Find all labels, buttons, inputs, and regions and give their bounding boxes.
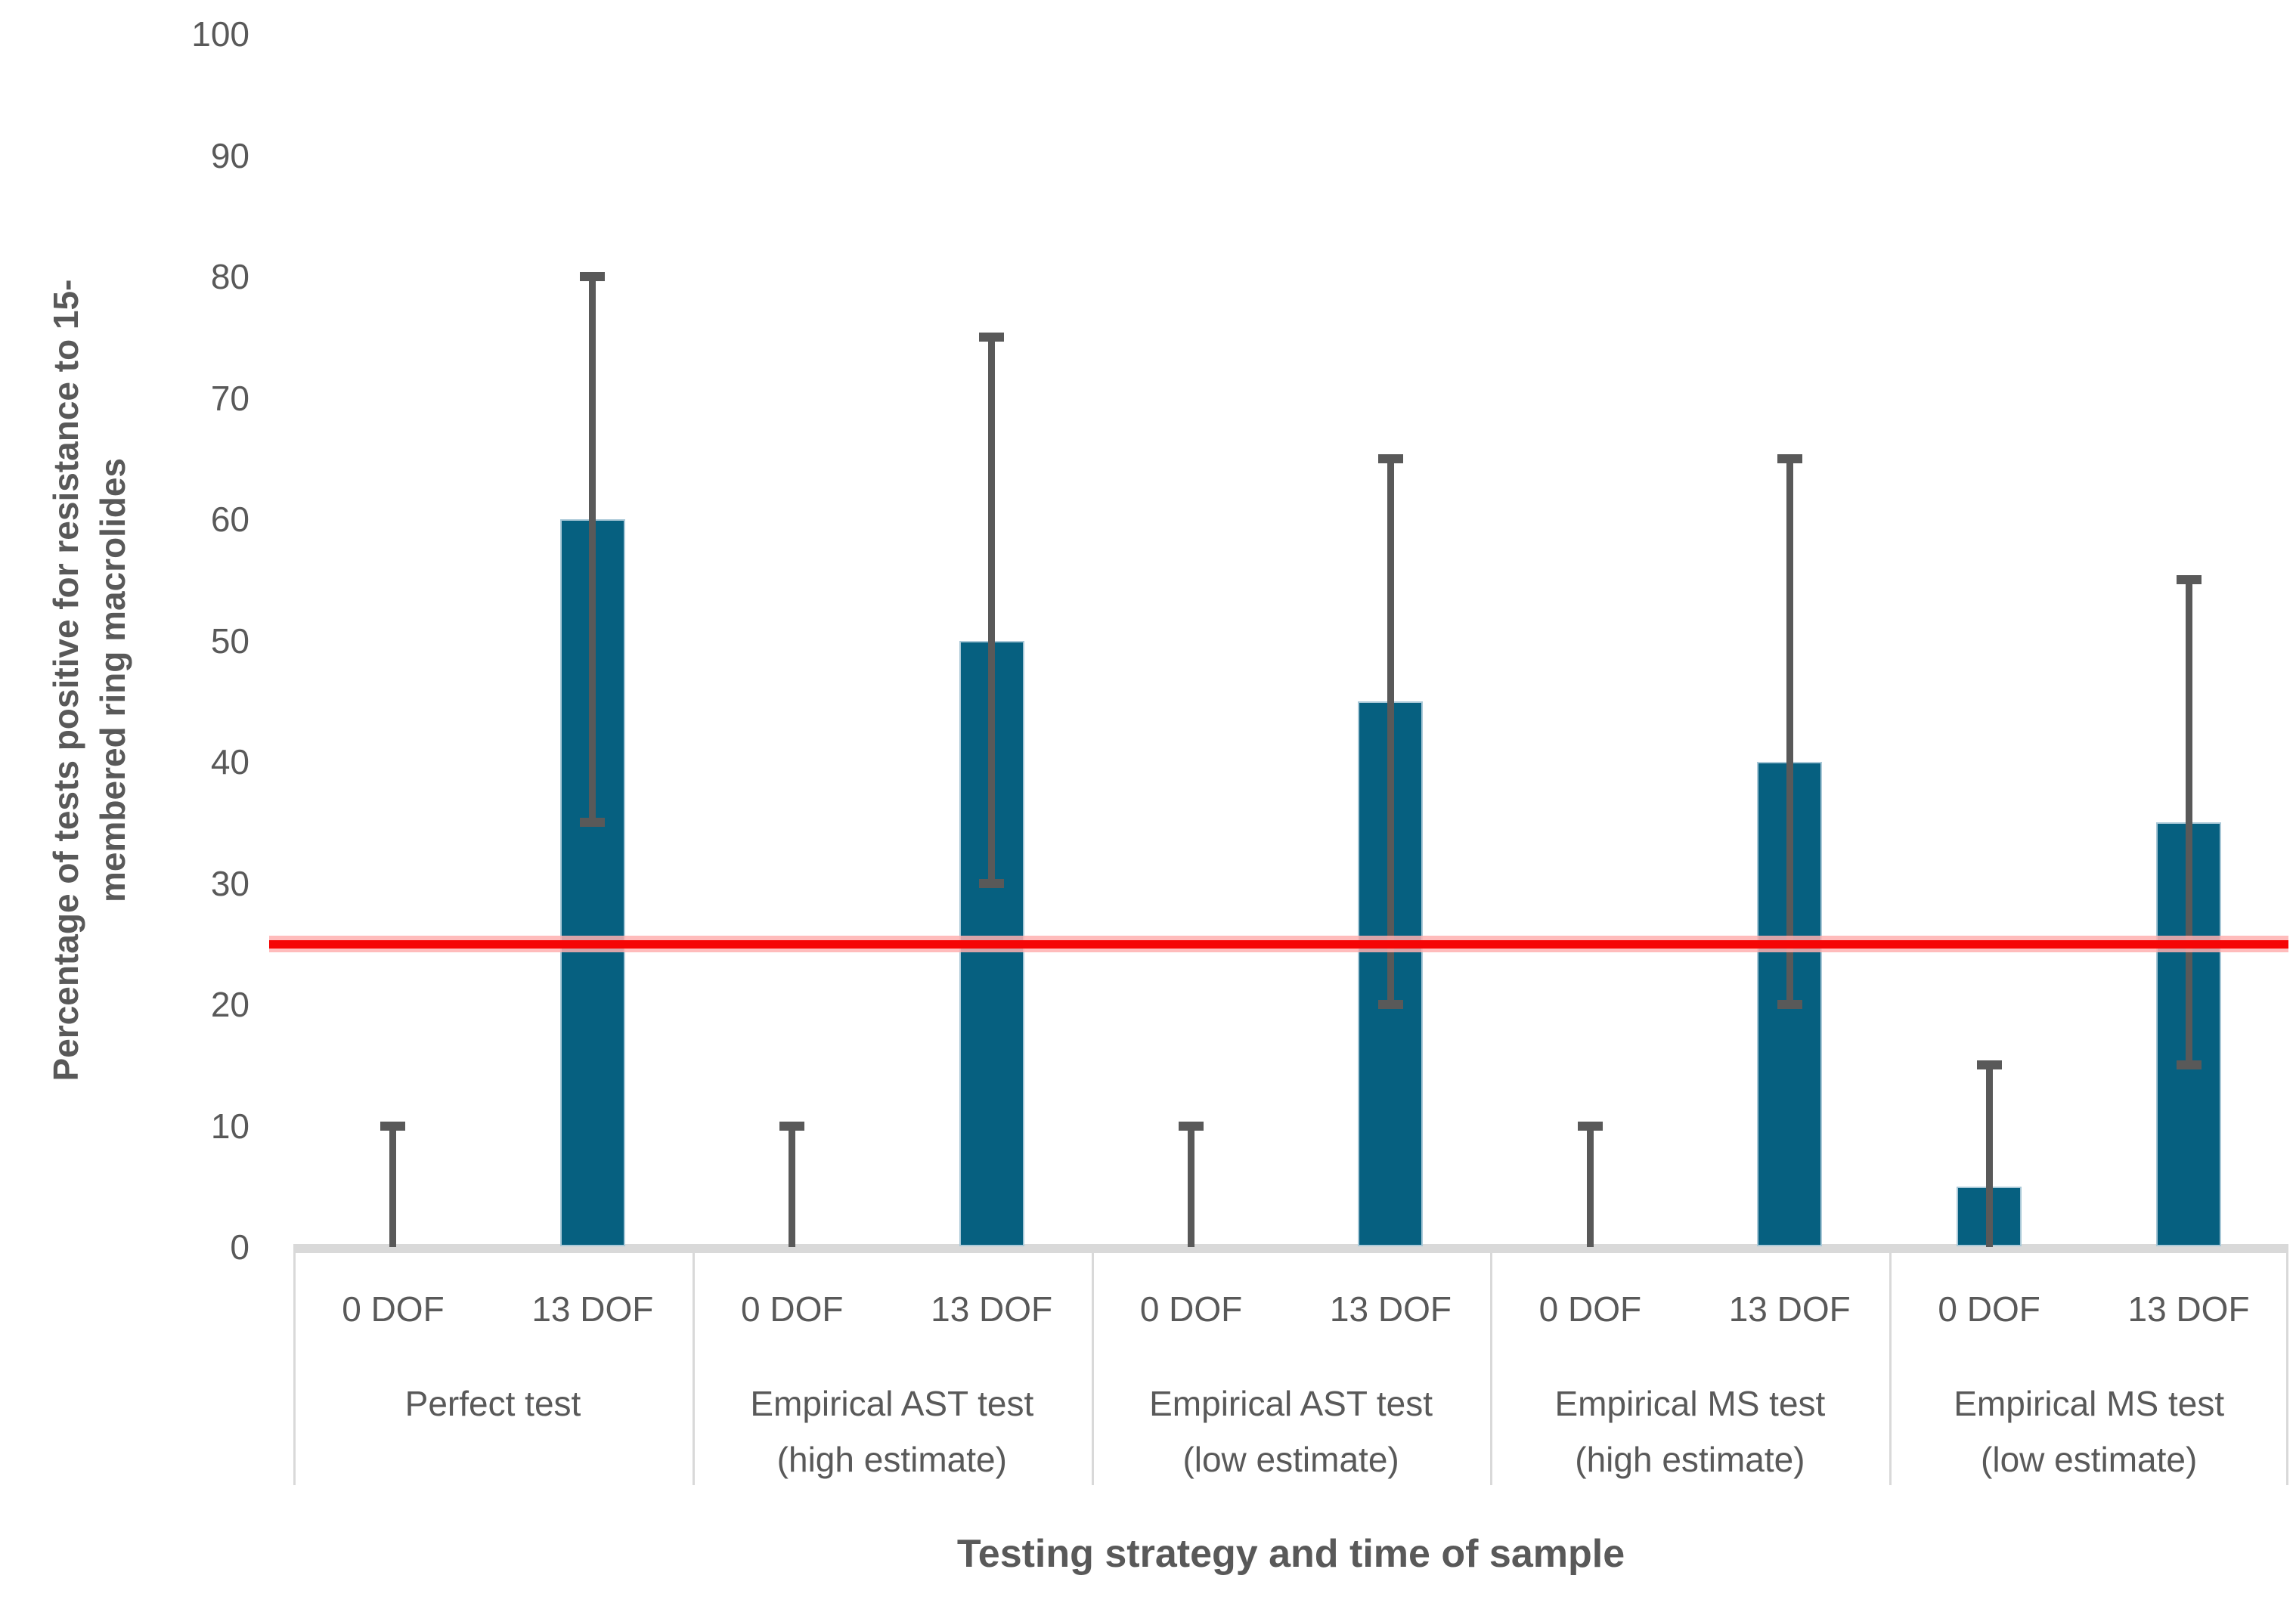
error-bar-cap-top [380,1121,406,1131]
error-bar-cap-top [1179,1121,1204,1131]
error-bar-line [789,1125,796,1247]
error-bar-cap-bottom [1777,1000,1802,1009]
x-group-label: Empirical AST test (low estimate) [1149,1384,1433,1479]
group-divider [1091,1249,1094,1485]
x-category-label: 0 DOF [1538,1289,1642,1329]
group-divider [293,1249,296,1485]
error-bar-line [2185,580,2192,1066]
y-tick-label: 20 [210,985,249,1024]
group-divider [2286,1249,2288,1485]
y-tick-label: 100 [191,14,249,54]
y-tick-label: 50 [210,621,249,661]
group-divider [1889,1249,1892,1485]
y-tick-label: 0 [230,1227,249,1267]
y-tick-label: 30 [210,863,249,903]
error-bar-line [389,1125,397,1247]
x-category-label: 13 DOF [2127,1289,2250,1329]
x-category-label: 0 DOF [1139,1289,1243,1329]
error-bar-cap-top [779,1121,805,1131]
error-bar-line [988,337,996,884]
reference-line [269,939,2288,949]
y-tick-label: 10 [210,1106,249,1146]
x-category-label: 13 DOF [931,1289,1053,1329]
error-bar-cap-bottom [2176,1060,2201,1070]
x-category-label: 0 DOF [342,1289,445,1329]
x-category-label: 0 DOF [741,1289,844,1329]
error-bar-cap-top [979,333,1005,342]
error-bar-line [1188,1125,1195,1247]
x-category-label: 13 DOF [531,1289,654,1329]
x-axis-title: Testing strategy and time of sample [956,1532,1625,1576]
x-category-label: 13 DOF [1329,1289,1452,1329]
x-group-label: Empirical MS test (low estimate) [1954,1384,2225,1479]
x-category-label: 13 DOF [1728,1289,1851,1329]
error-bar-line [1387,458,1394,1004]
error-bar-cap-bottom [979,878,1005,888]
bar [559,519,625,1246]
error-bar-cap-top [1377,453,1403,463]
group-divider [692,1249,695,1485]
y-tick-label: 40 [210,742,249,781]
group-divider [1490,1249,1493,1485]
y-tick-label: 90 [210,135,249,175]
error-bar-cap-top [580,272,606,281]
error-bar-cap-top [1577,1121,1603,1131]
x-group-label: Empirical AST test (high estimate) [750,1384,1034,1479]
error-bar-line [1985,1065,1993,1247]
error-bar-cap-bottom [1377,1000,1403,1009]
y-tick-label: 70 [210,378,249,418]
error-bar-line [1786,458,1793,1004]
error-bar-cap-bottom [580,818,606,828]
x-group-label: Perfect test [404,1384,581,1423]
x-category-label: 0 DOF [1938,1289,2040,1329]
error-bar-cap-top [2176,575,2201,585]
error-bar-line [589,277,596,823]
x-group-label: Empirical MS test (high estimate) [1554,1384,1826,1479]
error-bar-cap-top [1777,453,1802,463]
y-tick-label: 60 [210,500,249,539]
error-bar-cap-top [1976,1060,2002,1070]
error-bar-line [1586,1125,1594,1247]
y-tick-label: 80 [210,257,249,296]
